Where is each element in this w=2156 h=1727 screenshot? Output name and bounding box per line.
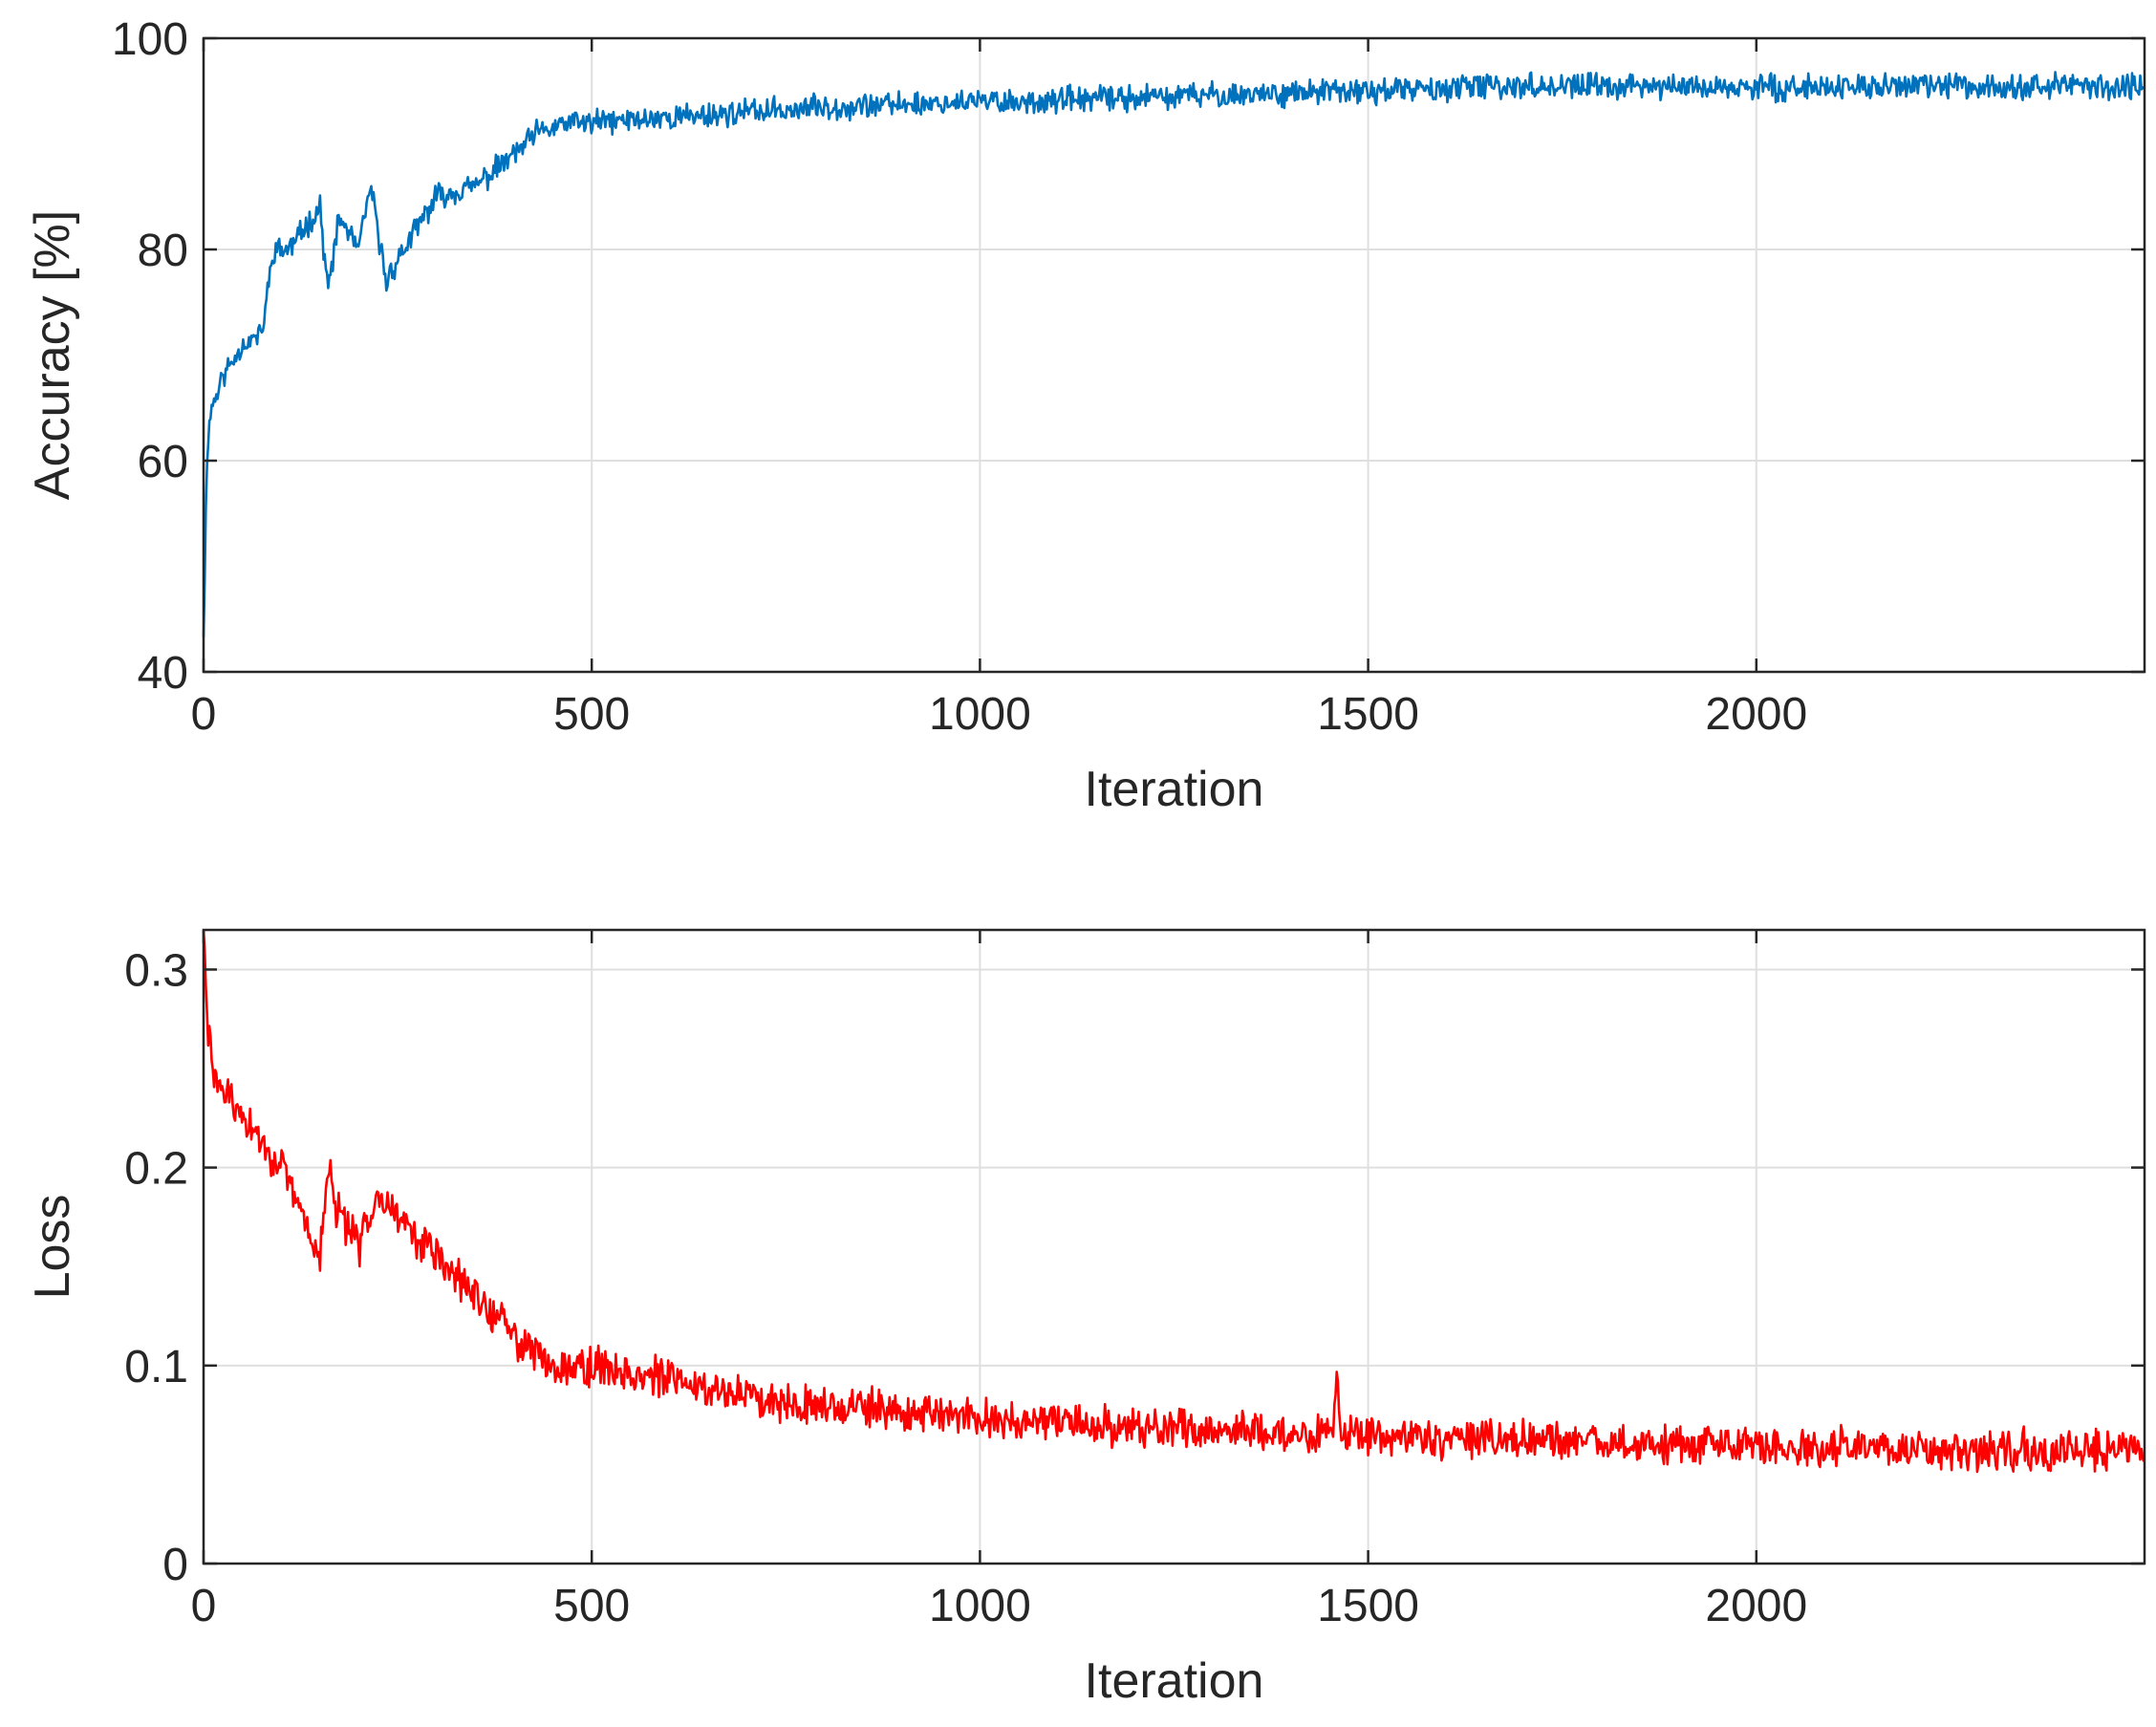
loss-y-axis-label: Loss	[25, 1195, 80, 1300]
loss-x-tick-label: 2000	[1705, 1581, 1807, 1631]
accuracy-y-tick-label: 80	[138, 226, 188, 276]
accuracy-axes: 0 500 1000 1500 2000 40 60 80 100 Iteration Accu…	[25, 14, 2146, 817]
loss-y-tick-label: 0.3	[124, 945, 188, 996]
accuracy-x-tick-label: 0	[191, 689, 217, 740]
loss-y-tick-label: 0	[162, 1540, 188, 1590]
accuracy-x-tick-label: 2000	[1705, 689, 1807, 740]
loss-x-tick-label: 500	[553, 1581, 630, 1631]
loss-axes-frame	[202, 928, 2146, 1565]
loss-x-tick-label: 0	[191, 1581, 217, 1631]
accuracy-axes-frame	[202, 36, 2146, 674]
loss-x-tick-label: 1000	[929, 1581, 1031, 1631]
accuracy-y-tick-label: 100	[112, 14, 188, 65]
accuracy-x-tick-label: 500	[553, 689, 630, 740]
accuracy-series-line	[202, 71, 2145, 637]
accuracy-y-tick-label: 40	[138, 648, 188, 699]
loss-x-tick-label: 1500	[1317, 1581, 1419, 1631]
loss-axes: 0 500 1000 1500 2000 0 0.1 0.2 0.3 Iteration Los…	[25, 928, 2146, 1709]
loss-y-tick-label: 0.1	[124, 1342, 188, 1392]
accuracy-y-axis-label: Accuracy [%]	[25, 210, 80, 500]
accuracy-x-axis-label: Iteration	[1085, 762, 1264, 817]
loss-x-axis-label: Iteration	[1085, 1653, 1264, 1709]
accuracy-y-tick-label: 60	[138, 437, 188, 487]
accuracy-x-tick-label: 1000	[929, 689, 1031, 740]
accuracy-x-tick-label: 1500	[1317, 689, 1419, 740]
loss-y-tick-label: 0.2	[124, 1144, 188, 1195]
loss-series-line	[202, 930, 2145, 1474]
